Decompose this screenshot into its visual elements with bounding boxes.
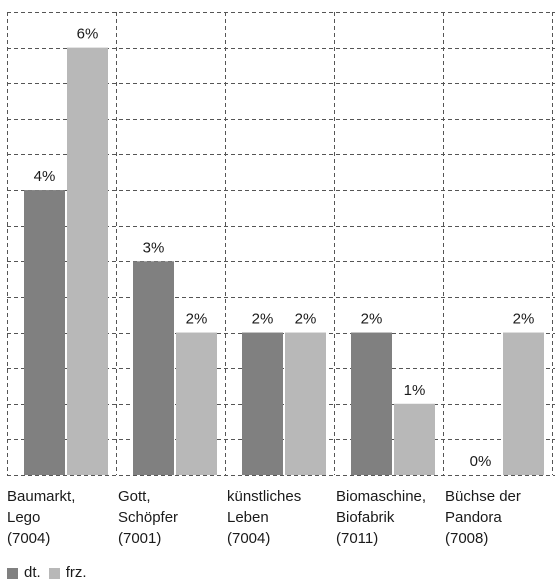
bar-chart: 4% 3% 2% 2% 0% 6% 2% 2% 1% 2% (7, 12, 555, 476)
bar-frz-0 (67, 47, 108, 475)
category-label: künstliches Leben (7004) (227, 486, 301, 549)
category-label-line: (7001) (118, 530, 162, 547)
value-label: 2% (186, 311, 208, 328)
value-labels: 4% 3% 2% 2% 0% 6% 2% 2% 1% 2% (34, 26, 535, 470)
bar-dt-0 (24, 190, 65, 476)
category-label-line: Büchse der (445, 488, 521, 505)
category-label: Baumarkt, Lego (7004) (7, 486, 75, 549)
bar-dt-3 (351, 332, 392, 475)
bars (24, 47, 544, 476)
value-label: 2% (513, 311, 535, 328)
bar-frz-1 (176, 332, 217, 475)
value-label: 0% (470, 453, 492, 470)
category-label-line: Biofabrik (336, 509, 395, 526)
category-label-line: Lego (7, 509, 41, 526)
bar-dt-1 (133, 261, 174, 475)
category-label-line: (7004) (7, 530, 51, 547)
value-label: 4% (34, 168, 56, 185)
category-label: Gott, Schöpfer (7001) (118, 486, 178, 549)
category-label: Büchse der Pandora (7008) (445, 486, 521, 549)
value-label: 2% (295, 311, 317, 328)
category-label-line: (7011) (336, 530, 379, 547)
category-label-line: Baumarkt, (7, 488, 76, 505)
category-label-line: (7008) (445, 530, 489, 547)
category-label-line: Leben (227, 509, 269, 526)
category-label-line: (7004) (227, 530, 271, 547)
category-label: Biomaschine, Biofabrik (7011) (336, 486, 426, 549)
bar-frz-4 (503, 332, 544, 475)
legend: dt. frz. (7, 565, 95, 581)
bar-frz-3 (394, 403, 435, 475)
legend-item-frz: frz. (48, 564, 87, 581)
category-label-line: Gott, (118, 488, 151, 505)
bar-dt-2 (242, 332, 283, 475)
category-label-line: Pandora (445, 509, 502, 526)
category-label-line: künstliches (227, 488, 302, 505)
bar-frz-2 (285, 332, 326, 475)
value-label: 1% (404, 382, 426, 399)
value-label: 3% (143, 239, 165, 256)
value-label: 2% (252, 311, 274, 328)
category-label-line: Biomaschine, (336, 488, 427, 505)
legend-item-dt: dt. (7, 565, 41, 581)
legend-label-dt: dt. (24, 564, 41, 581)
legend-swatch-frz (48, 567, 60, 579)
value-label: 2% (361, 311, 383, 328)
category-label-line: Schöpfer (118, 509, 179, 526)
legend-swatch-dt (7, 567, 18, 579)
legend-label-frz: frz. (65, 564, 87, 581)
value-label: 6% (77, 26, 99, 43)
